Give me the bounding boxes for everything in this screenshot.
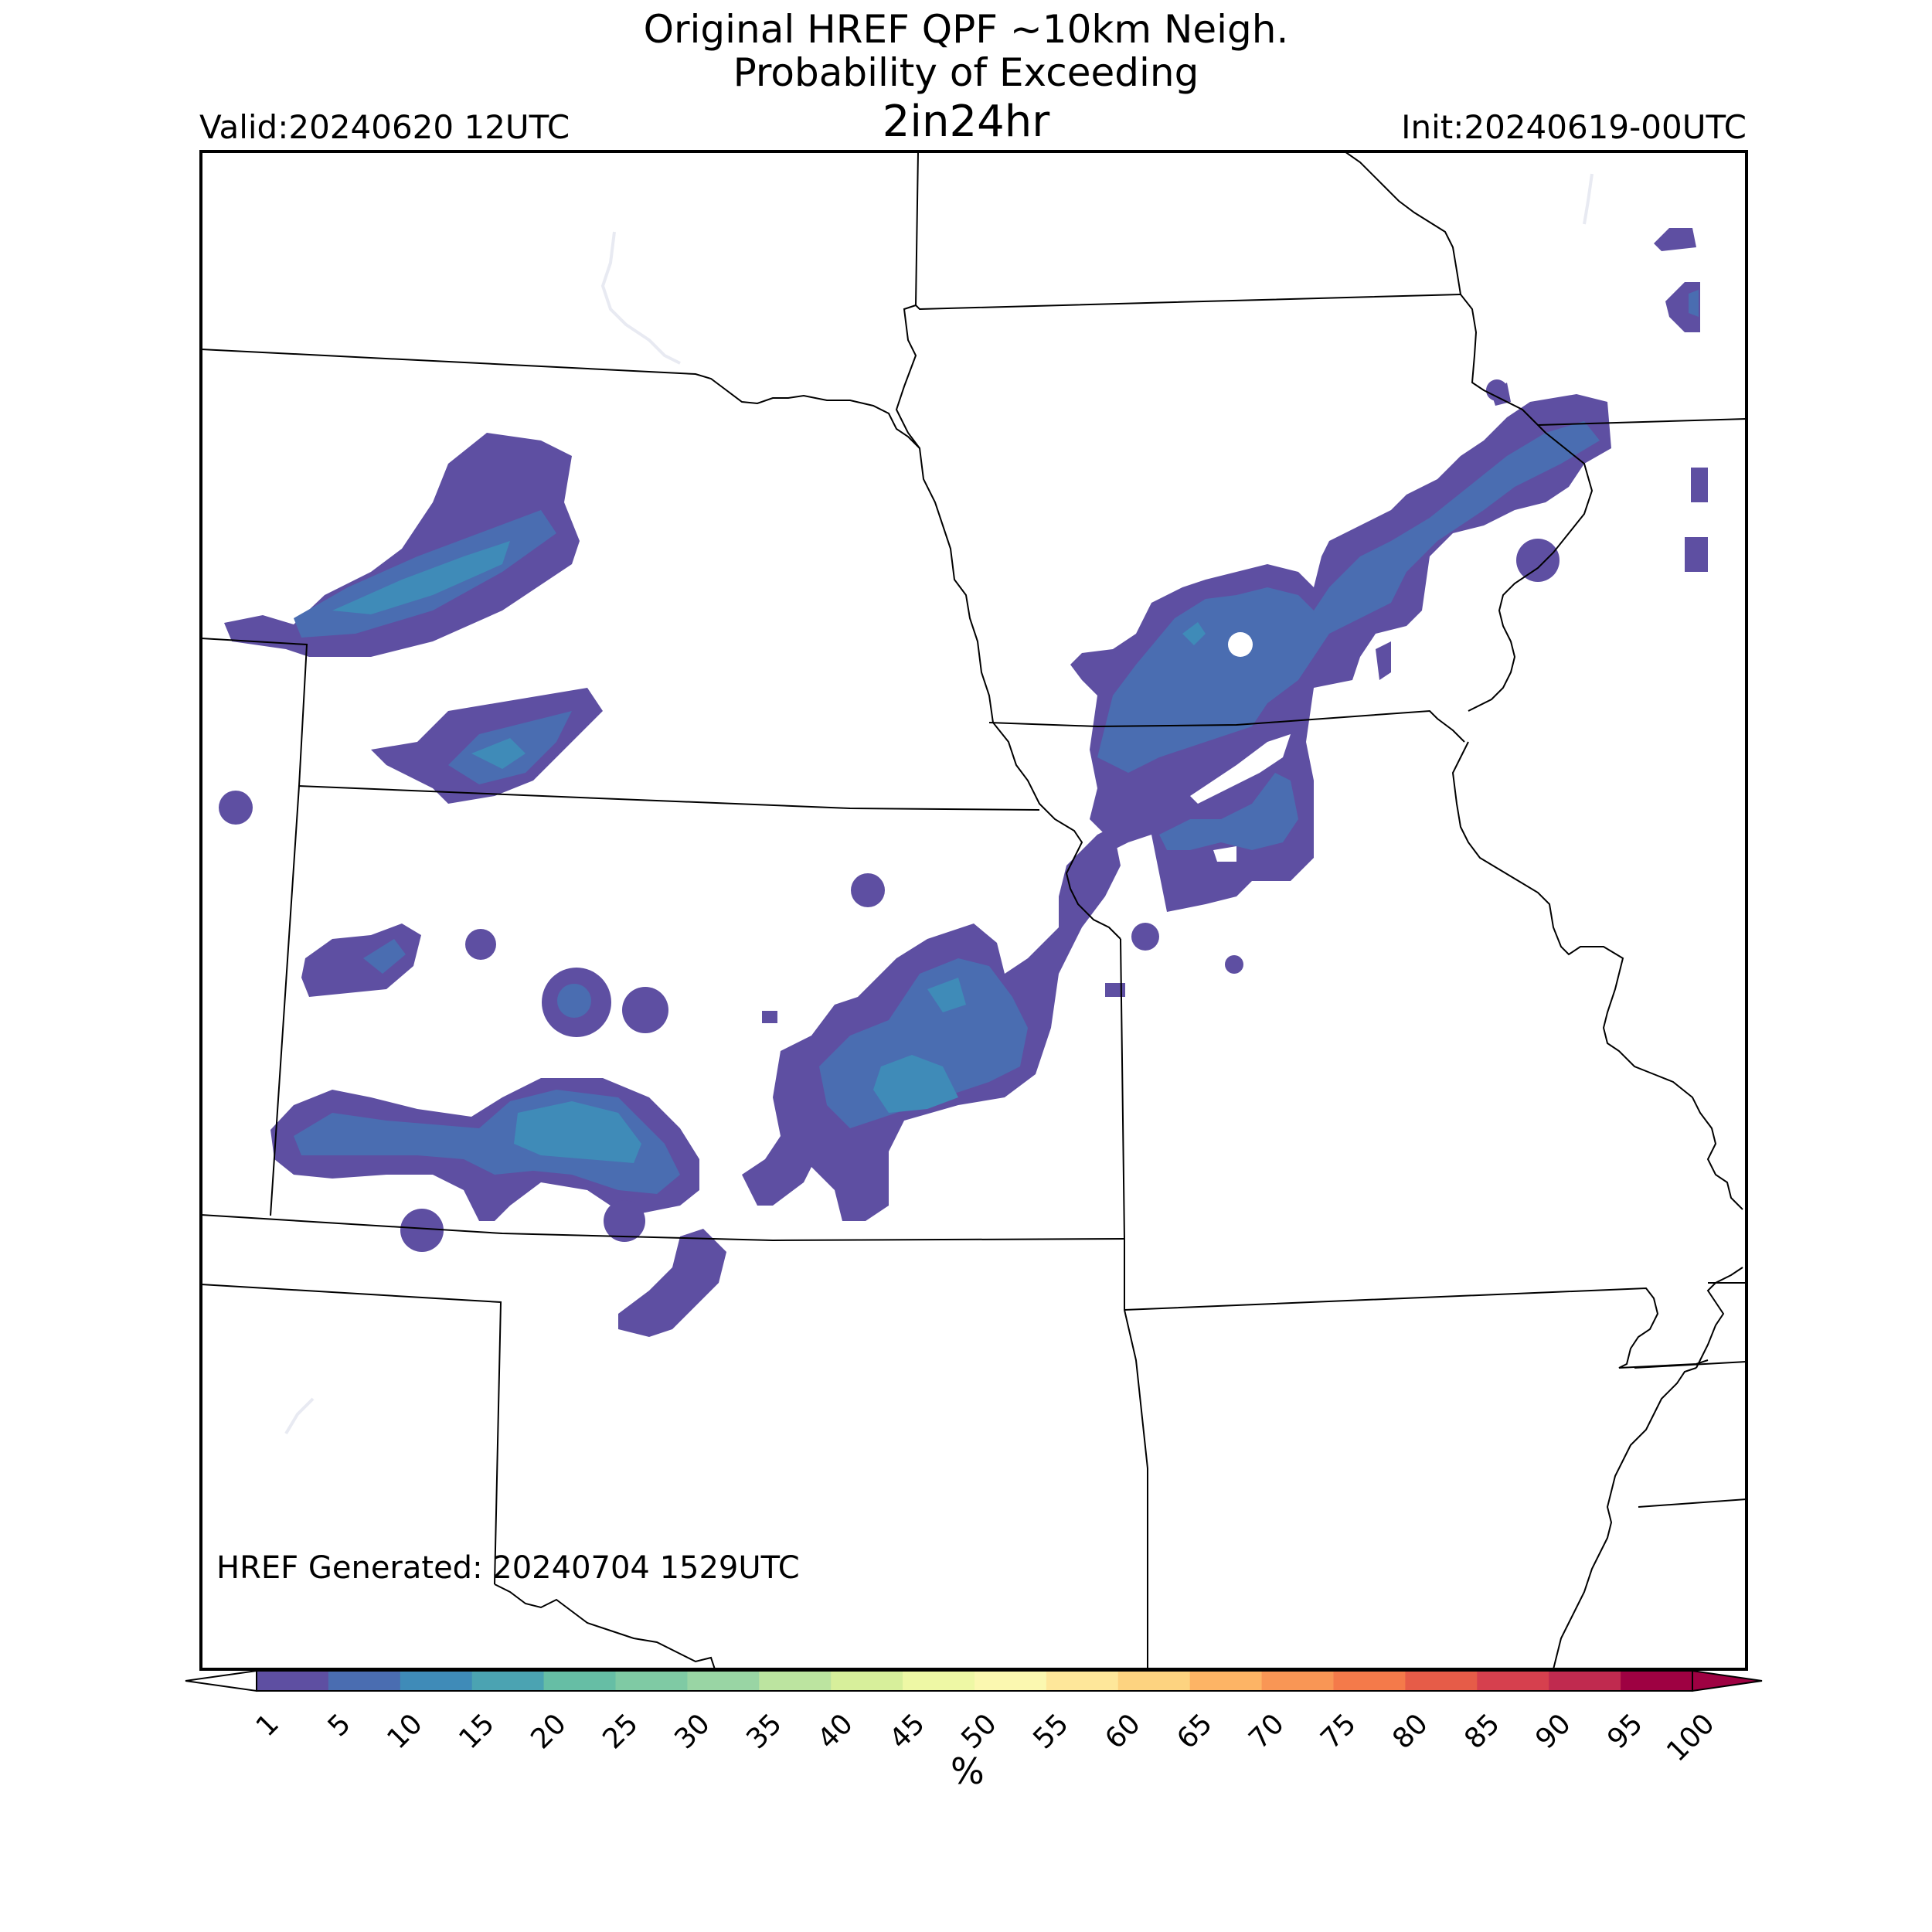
precip-area (1689, 290, 1699, 317)
colorbar-swatch (328, 1671, 401, 1691)
precip-area (604, 1200, 645, 1242)
rivers (284, 173, 1594, 1435)
precip-area (1376, 641, 1391, 680)
precip-area (1228, 632, 1253, 657)
precip-area (927, 978, 966, 1012)
precip-area (618, 1229, 726, 1337)
map-frame (199, 150, 1748, 1671)
title-line-1: Original HREF QPF ~10km Neigh. (643, 7, 1289, 52)
title-line-2: Probability of Exceeding (733, 50, 1199, 95)
colorbar-swatch (759, 1671, 832, 1691)
colorbar-swatch (543, 1671, 616, 1691)
precip-area (1182, 622, 1206, 645)
precip-area (1225, 955, 1243, 974)
precip-area (1105, 983, 1125, 997)
precip-area (471, 738, 526, 769)
precip-area (1213, 846, 1236, 862)
precip-area (465, 929, 496, 960)
colorbar-extend-low (185, 1669, 257, 1692)
precip-area (363, 939, 406, 974)
colorbar-frame (256, 1670, 1693, 1692)
precip-area (400, 1209, 444, 1252)
precip-area (851, 873, 885, 907)
precip-area (557, 984, 591, 1018)
precip-area (873, 1055, 958, 1113)
colorbar-swatch (1405, 1671, 1478, 1691)
precip-area (1070, 394, 1611, 912)
precip-area (1516, 539, 1560, 582)
init-time-label: Init:20240619-00UTC (1401, 108, 1747, 146)
colorbar-extend-high (1692, 1669, 1763, 1692)
colorbar (185, 1669, 1763, 1692)
colorbar-swatch (1621, 1671, 1693, 1691)
precip-area (332, 541, 510, 614)
map-content (201, 151, 1747, 1669)
precip-area (1654, 228, 1696, 251)
colorbar-swatch (1261, 1671, 1334, 1691)
colorbar-swatch (400, 1671, 473, 1691)
precip-area (301, 923, 421, 997)
colorbar-swatch (903, 1671, 975, 1691)
state-boundaries (201, 151, 1747, 1669)
precip-area (819, 958, 1028, 1128)
precip-area (622, 987, 668, 1033)
colorbar-swatch (257, 1671, 329, 1691)
precip-area (1685, 537, 1708, 572)
colorbar-swatch (1333, 1671, 1406, 1691)
colorbar-swatch (615, 1671, 688, 1691)
generated-timestamp: HREF Generated: 20240704 1529UTC (216, 1550, 800, 1586)
colorbar-swatch (975, 1671, 1047, 1691)
colorbar-swatch (687, 1671, 760, 1691)
precip-area (1691, 468, 1708, 502)
colorbar-swatch (1477, 1671, 1549, 1691)
precip-area (1159, 773, 1298, 850)
probability-fields (219, 228, 1708, 1337)
precip-area (1190, 734, 1291, 804)
precip-area (219, 791, 253, 825)
colorbar-swatch (1189, 1671, 1263, 1691)
precip-area (1097, 421, 1600, 773)
precip-area (762, 1011, 777, 1023)
valid-time-label: Valid:20240620 12UTC (199, 108, 570, 146)
colorbar-swatch (1046, 1671, 1119, 1691)
precip-area (1486, 379, 1508, 401)
colorbar-swatch (471, 1671, 545, 1691)
colorbar-swatch (831, 1671, 903, 1691)
colorbar-unit-label: % (951, 1750, 985, 1792)
colorbar-swatch (1549, 1671, 1621, 1691)
colorbar-swatch (1117, 1671, 1191, 1691)
precip-area (514, 1101, 641, 1163)
title-line-3: 2in24hr (882, 97, 1050, 147)
precip-area (224, 433, 580, 657)
precip-area (1131, 923, 1159, 951)
